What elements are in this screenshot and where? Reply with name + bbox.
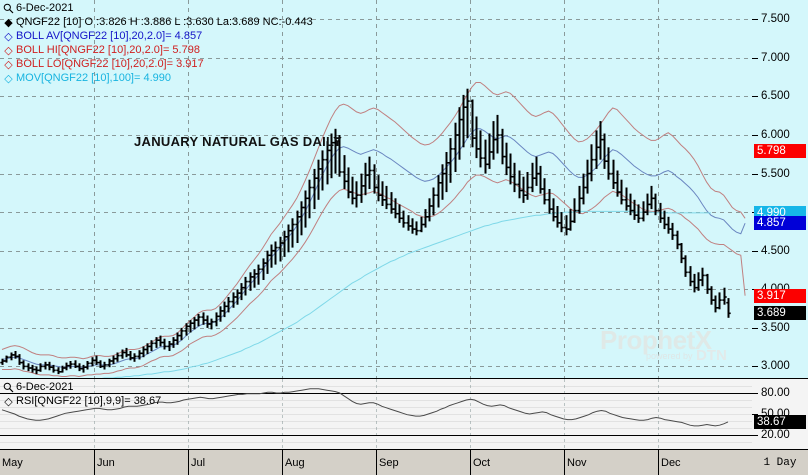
legend-quote-text: QNGF22 [10] O :3.826 H :3.886 L :3.630 L… bbox=[16, 16, 313, 28]
price-legend: 6-Dec-2021 ◆ QNGF22 [10] O :3.826 H :3.8… bbox=[3, 1, 313, 85]
rsi-axis-tick bbox=[752, 435, 758, 436]
price-axis-label: 3.000 bbox=[761, 360, 790, 373]
price-axis-label: 6.000 bbox=[761, 129, 790, 141]
chart-title: JANUARY NATURAL GAS DAILY bbox=[134, 134, 343, 149]
legend-row-mov[interactable]: ◇ MOV[QNGF22 [10],100]= 4.990 bbox=[3, 71, 313, 85]
legend-boll-hi-text: BOLL HI[QNGF22 [10],20,2.0]= 5.798 bbox=[16, 44, 200, 56]
rsi-axis-label: 80.00 bbox=[761, 387, 790, 399]
rsi-chart-pane[interactable]: 6-Dec-2021 ◇ RSI[QNGF22 [10],9,9]= 38.67 bbox=[0, 379, 753, 450]
price-axis-label: 7.500 bbox=[761, 13, 790, 26]
price-axis-label: 7.000 bbox=[761, 51, 790, 64]
price-axis-tick bbox=[752, 135, 758, 136]
magnifier-icon bbox=[3, 382, 14, 393]
open-diamond-icon: ◇ bbox=[4, 72, 13, 85]
legend-row-boll-lo[interactable]: ◇ BOLL LO[QNGF22 [10],20,2.0]= 3.917 bbox=[3, 57, 313, 71]
price-axis-label: 6.500 bbox=[761, 90, 790, 103]
price-axis-tick bbox=[752, 366, 758, 367]
rsi-date-row: 6-Dec-2021 bbox=[3, 380, 161, 394]
timeframe-label: 1 Day bbox=[763, 456, 797, 469]
legend-boll-av-text: BOLL AV[QNGF22 [10],20,2.0]= 4.857 bbox=[16, 30, 203, 42]
time-axis-month-jun[interactable]: Jun bbox=[94, 450, 188, 475]
rsi-legend-row[interactable]: ◇ RSI[QNGF22 [10],9,9]= 38.67 bbox=[3, 394, 161, 408]
price-axis[interactable]: 7.5007.0006.5006.0005.5005.0004.5004.000… bbox=[752, 0, 808, 379]
open-diamond-icon: ◇ bbox=[4, 395, 13, 408]
time-axis-month-sep[interactable]: Sep bbox=[376, 450, 470, 475]
rsi-axis-label: 20.00 bbox=[761, 429, 790, 441]
legend-row-boll-av[interactable]: ◇ BOLL AV[QNGF22 [10],20,2.0]= 4.857 bbox=[3, 29, 313, 43]
price-axis-tick bbox=[752, 174, 758, 175]
open-diamond-icon: ◇ bbox=[4, 30, 13, 43]
legend-row-boll-hi[interactable]: ◇ BOLL HI[QNGF22 [10],20,2.0]= 5.798 bbox=[3, 43, 313, 57]
time-axis-month-aug[interactable]: Aug bbox=[282, 450, 376, 475]
boll-lo-badge[interactable]: 3.917 bbox=[754, 288, 806, 303]
price-chart-pane[interactable]: JANUARY NATURAL GAS DAILY ProphetX power… bbox=[0, 0, 753, 379]
price-axis-tick bbox=[752, 251, 758, 252]
price-axis-tick bbox=[752, 58, 758, 59]
rsi-chart-canvas bbox=[0, 379, 752, 449]
legend-date: 6-Dec-2021 bbox=[16, 2, 74, 14]
rsi-date: 6-Dec-2021 bbox=[16, 381, 74, 393]
price-axis-tick bbox=[752, 19, 758, 20]
time-axis-month-may[interactable]: May bbox=[2, 456, 23, 469]
legend-mov-text: MOV[QNGF22 [10],100]= 4.990 bbox=[16, 72, 171, 84]
open-diamond-icon: ◇ bbox=[4, 58, 13, 71]
price-axis-label: 4.500 bbox=[761, 244, 790, 257]
last-price-badge[interactable]: 3.689 bbox=[754, 306, 806, 321]
legend-row-quote[interactable]: ◆ QNGF22 [10] O :3.826 H :3.886 L :3.630… bbox=[3, 15, 313, 29]
legend-date-row: 6-Dec-2021 bbox=[3, 1, 313, 15]
time-axis[interactable]: May Jun Jul Aug Sep Oct Nov Dec bbox=[0, 450, 753, 475]
time-axis-month-nov[interactable]: Nov bbox=[564, 450, 658, 475]
time-axis-month-oct[interactable]: Oct bbox=[470, 450, 564, 475]
boll-av-badge[interactable]: 4.857 bbox=[754, 216, 806, 231]
price-axis-label: 3.500 bbox=[761, 321, 790, 334]
rsi-value-badge[interactable]: 38.67 bbox=[754, 414, 806, 429]
rsi-axis-tick bbox=[752, 393, 758, 394]
rsi-legend-text: RSI[QNGF22 [10],9,9]= 38.67 bbox=[16, 395, 162, 407]
time-axis-month-dec[interactable]: Dec bbox=[658, 450, 752, 475]
legend-boll-lo-text: BOLL LO[QNGF22 [10],20,2.0]= 3.917 bbox=[16, 58, 204, 70]
timeframe-box[interactable]: 1 Day bbox=[752, 450, 808, 475]
boll-hi-badge[interactable]: 5.798 bbox=[754, 143, 806, 158]
open-diamond-icon: ◇ bbox=[4, 44, 13, 57]
price-chart-canvas bbox=[0, 0, 752, 378]
price-axis-label: 5.500 bbox=[761, 167, 790, 180]
rsi-axis-tick bbox=[752, 414, 758, 415]
magnifier-icon bbox=[3, 3, 14, 14]
rsi-legend: 6-Dec-2021 ◇ RSI[QNGF22 [10],9,9]= 38.67 bbox=[3, 380, 161, 408]
time-axis-month-jul[interactable]: Jul bbox=[188, 450, 282, 475]
price-axis-tick bbox=[752, 328, 758, 329]
filled-diamond-icon: ◆ bbox=[4, 16, 13, 29]
price-axis-tick bbox=[752, 96, 758, 97]
